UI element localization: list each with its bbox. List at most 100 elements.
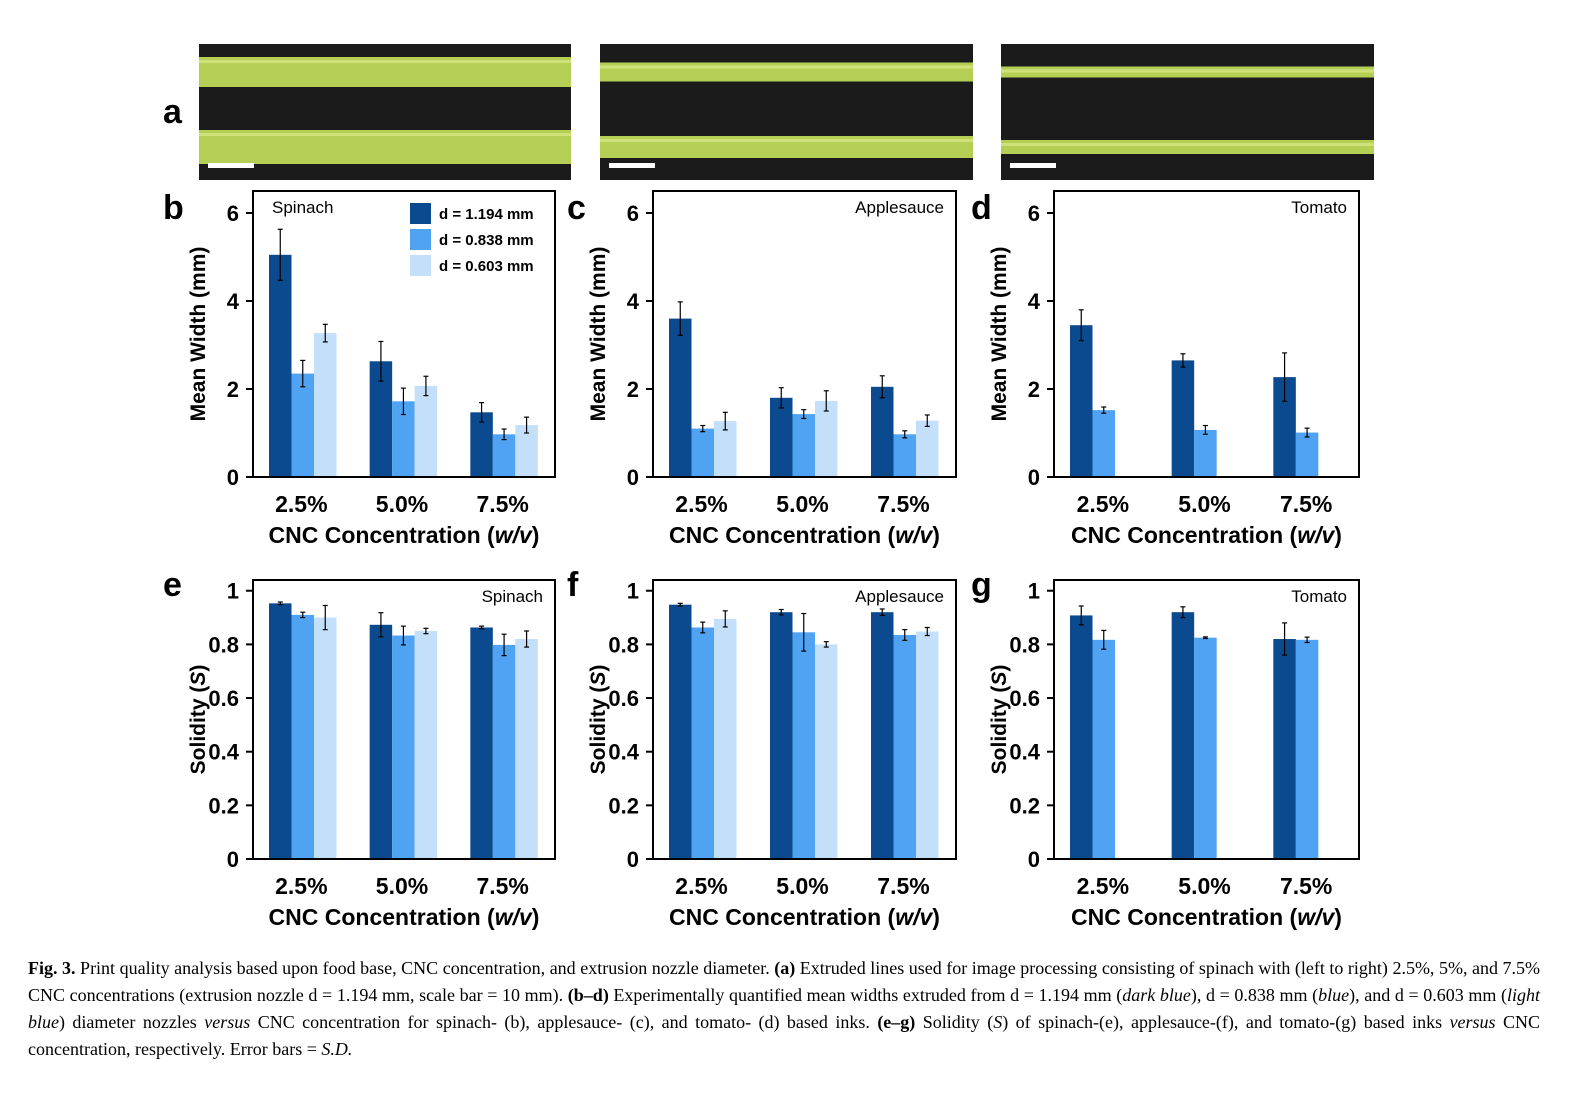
bar	[815, 400, 838, 477]
x-tick-label: 2.5%	[1077, 873, 1129, 899]
plot-frame	[1053, 190, 1360, 478]
bar	[1194, 637, 1217, 859]
panel-annotation: Tomato	[1291, 587, 1347, 606]
bar	[691, 627, 714, 859]
x-tick-label: 7.5%	[1280, 873, 1332, 899]
bar	[414, 630, 438, 859]
caption-bold: (b–d)	[567, 985, 609, 1005]
bar	[291, 373, 314, 477]
y-tick-label: 2	[1028, 377, 1040, 402]
y-tick-label: 2	[227, 377, 239, 402]
bar	[470, 412, 493, 477]
y-tick-label: 6	[1028, 201, 1040, 226]
figure-caption: Fig. 3. Print quality analysis based upo…	[28, 955, 1540, 1063]
bar	[1070, 615, 1093, 859]
bar	[269, 254, 292, 477]
x-tick-label: 7.5%	[877, 873, 929, 899]
bar	[714, 421, 737, 477]
bar	[871, 612, 894, 859]
x-tick-label: 5.0%	[776, 873, 828, 899]
bar	[492, 644, 516, 859]
bar	[815, 644, 838, 859]
figure: a b 0 2 4 6 2.5% 5.0% 7.5% CNC Concentration (w/v…	[163, 44, 1374, 930]
y-tick-label: 0.8	[1009, 632, 1040, 657]
y-tick-label: 1	[1028, 579, 1040, 604]
panel-letter-e: e	[163, 566, 182, 604]
x-axis-label: CNC Concentration (w/v)	[669, 522, 940, 548]
bar	[1092, 639, 1115, 859]
y-axis-label: Solidity (S)	[587, 665, 610, 775]
y-tick-label: 0.2	[1009, 793, 1040, 818]
y-tick-label: 6	[227, 201, 239, 226]
chart-panel-c: c 0 2 4 6 2.5% 5.0% 7.5% CNC Concentration (w/v)…	[567, 189, 957, 548]
caption-italic: S	[993, 1012, 1003, 1032]
caption-bold: (a)	[774, 958, 796, 978]
caption-italic: S.D.	[321, 1039, 353, 1059]
legend-label: d = 0.603 mm	[439, 258, 534, 275]
bar	[893, 434, 916, 477]
bar	[916, 631, 939, 859]
panel-letter-a: a	[163, 93, 183, 131]
y-tick-label: 0.4	[208, 740, 239, 765]
x-tick-label: 2.5%	[1077, 491, 1129, 517]
plot-frame	[252, 190, 556, 478]
caption-text: Print quality analysis based upon food b…	[75, 958, 775, 978]
strand-highlight	[600, 139, 973, 142]
x-axis-label: CNC Concentration (w/v)	[1071, 522, 1342, 548]
caption-text: ) of spinach-(e), applesauce-(f), and to…	[1002, 1012, 1450, 1032]
x-axis-label: CNC Concentration (w/v)	[269, 522, 540, 548]
scale-bar	[609, 163, 655, 168]
x-tick-label: 2.5%	[275, 491, 327, 517]
y-tick-label: 0.4	[608, 740, 639, 765]
scale-bar	[208, 163, 254, 168]
y-tick-label: 0.4	[1009, 740, 1040, 765]
x-tick-label: 5.0%	[376, 873, 428, 899]
caption-text: ), d = 0.838 mm (	[1190, 985, 1319, 1005]
x-axis-label: CNC Concentration (w/v)	[669, 904, 940, 930]
caption-text: Solidity (	[915, 1012, 994, 1032]
x-tick-label: 5.0%	[376, 491, 428, 517]
bar	[871, 386, 894, 477]
bar	[1295, 432, 1319, 477]
y-tick-label: 6	[627, 201, 639, 226]
plot-frame	[252, 579, 556, 860]
chart-panel-d: d 0 2 4 6 2.5% 5.0% 7.5% CNC Concentration (w/v)…	[971, 189, 1360, 548]
chart-panel-g: g 0 0.2 0.4 0.6 0.8 1 2.5% 5.0% 7.5% CNC Concentra…	[971, 566, 1360, 930]
bar	[515, 425, 538, 477]
caption-italic: dark blue	[1122, 985, 1191, 1005]
strand-highlight	[600, 65, 973, 69]
bar	[1273, 639, 1296, 859]
chart-panel-f: f 0 0.2 0.4 0.6 0.8 1 2.5% 5.0% 7.5% CNC Concentra…	[567, 566, 957, 930]
caption-italic: blue	[1318, 985, 1350, 1005]
caption-italic: light blue	[28, 985, 1540, 1032]
bar	[792, 632, 815, 859]
y-tick-label: 0	[627, 465, 639, 490]
x-axis-label: CNC Concentration (w/v)	[269, 904, 540, 930]
x-tick-label: 7.5%	[1280, 491, 1332, 517]
chart-panel-b: b 0 2 4 6 2.5% 5.0% 7.5% CNC Concentration (w/v)…	[163, 189, 556, 548]
bar	[770, 612, 793, 859]
y-axis-label: Solidity (S)	[988, 665, 1011, 775]
bar	[792, 414, 815, 477]
extruded-line-photo	[1001, 44, 1374, 180]
legend-label: d = 1.194 mm	[439, 206, 534, 223]
y-tick-label: 0	[1028, 847, 1040, 872]
bar	[770, 397, 793, 477]
caption-text: Extruded lines used for image processing…	[28, 958, 1540, 1005]
y-tick-label: 0.2	[208, 793, 239, 818]
scale-bar	[1010, 163, 1056, 168]
strand-highlight	[199, 60, 571, 63]
bar	[291, 614, 314, 859]
photo-background	[1001, 44, 1374, 180]
panel-letter-b: b	[163, 189, 184, 227]
y-tick-label: 0	[227, 847, 239, 872]
strand-highlight	[1001, 69, 1374, 73]
panel-annotation: Spinach	[482, 587, 543, 606]
caption-text: Experimentally quantified mean widths ex…	[608, 985, 1123, 1005]
bar	[893, 634, 916, 859]
caption-text: CNC concentration for spinach- (b), appl…	[250, 1012, 878, 1032]
x-tick-label: 5.0%	[1178, 873, 1230, 899]
bar	[714, 618, 737, 859]
x-tick-label: 7.5%	[877, 491, 929, 517]
bar	[1295, 639, 1319, 859]
